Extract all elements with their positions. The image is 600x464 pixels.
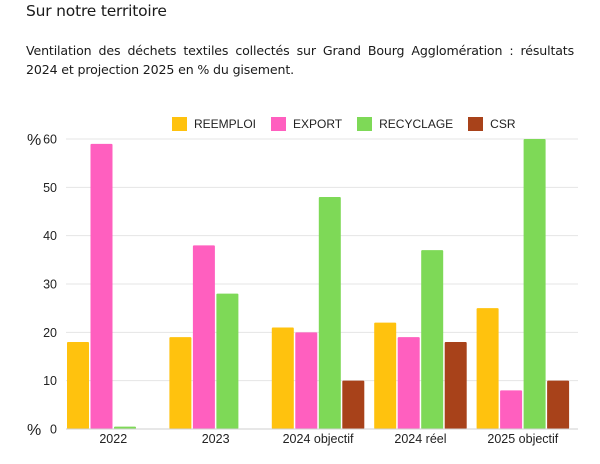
bar-reemploi-2024-réel (374, 322, 397, 429)
x-axis-labels: 2022 2023 2024 objectif 2024 réel 2025 objec… (99, 432, 558, 446)
bar-export-2022 (90, 143, 113, 430)
bar-csr-2025-objectif (547, 380, 570, 429)
x-tick-label: 2022 (99, 432, 127, 446)
bar-export-2023 (192, 245, 215, 429)
bar-csr-2024-objectif (342, 380, 365, 429)
legend-label-export: EXPORT (293, 117, 343, 131)
legend-swatch-reemploi (172, 117, 187, 131)
legend-label-csr: CSR (490, 117, 516, 131)
y-axis-ticks: 0 10 20 30 40 50 60 (43, 133, 57, 437)
y-unit-label-bottom: % (27, 422, 41, 439)
chart-legend: REEMPLOI EXPORT RECYCLAGE CSR (172, 117, 531, 131)
bar-reemploi-2024-objectif (271, 327, 294, 429)
bar-recyclage-2023 (216, 293, 239, 429)
legend-item-recyclage: RECYCLAGE (357, 117, 453, 131)
bar-recyclage-2025-objectif (523, 139, 546, 429)
legend-item-export: EXPORT (271, 117, 342, 131)
chart-description: Ventilation des déchets textiles collect… (26, 43, 574, 77)
bar-export-2024-objectif (295, 332, 318, 429)
legend-item-reemploi: REEMPLOI (172, 117, 256, 131)
x-tick-label: 2025 objectif (487, 432, 558, 446)
bar-export-2024-réel (397, 337, 420, 429)
bars (67, 139, 570, 430)
y-unit-label-top: % (27, 132, 41, 149)
legend-swatch-recyclage (357, 117, 373, 131)
legend-label-reemploi: REEMPLOI (194, 117, 257, 131)
bar-recyclage-2022 (114, 426, 136, 429)
y-tick-label: 40 (43, 229, 57, 243)
bar-reemploi-2023 (169, 337, 192, 429)
x-tick-label: 2024 réel (394, 432, 446, 446)
bar-csr-2024-réel (444, 342, 467, 429)
legend-label-recyclage: RECYCLAGE (379, 117, 454, 131)
bar-reemploi-2025-objectif (476, 308, 499, 429)
bar-reemploi-2022 (67, 342, 89, 429)
bar-recyclage-2024-réel (421, 250, 444, 429)
legend-item-csr: CSR (468, 117, 516, 131)
x-tick-label: 2024 objectif (283, 432, 354, 446)
bar-recyclage-2024-objectif (318, 197, 341, 429)
y-tick-label: 30 (43, 278, 57, 292)
y-tick-label: 60 (43, 133, 57, 147)
y-tick-label: 50 (43, 181, 57, 195)
y-tick-label: 0 (50, 423, 57, 437)
y-tick-label: 10 (43, 374, 57, 388)
legend-swatch-export (271, 117, 287, 131)
section-title: Sur notre territoire (26, 2, 167, 20)
bar-export-2025-objectif (500, 390, 523, 429)
x-tick-label: 2023 (202, 432, 230, 446)
legend-swatch-csr (468, 117, 484, 131)
y-tick-label: 20 (43, 326, 57, 340)
